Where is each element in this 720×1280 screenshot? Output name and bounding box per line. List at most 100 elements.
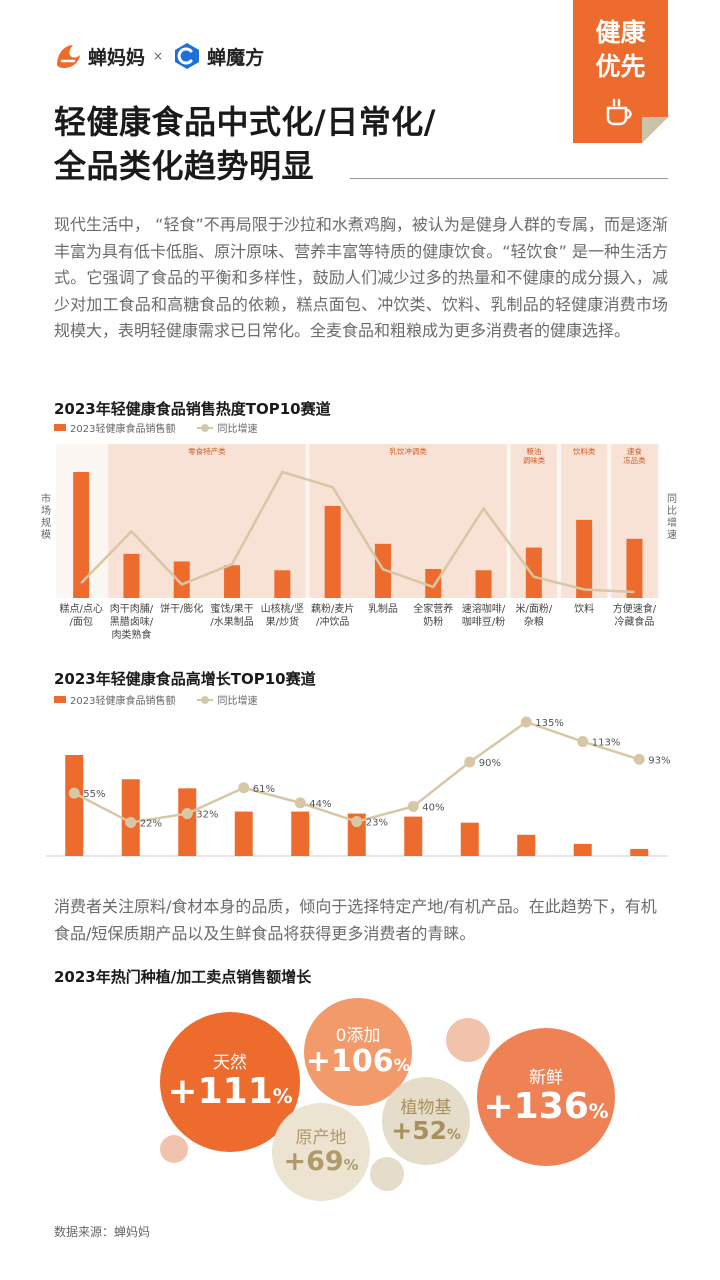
category-label: 藕粉/麦片 (311, 602, 354, 615)
data-label: 113% (592, 738, 621, 749)
category-label: 黑腊卤味/ (110, 615, 154, 628)
chanmama-logo-icon (52, 40, 84, 72)
data-point (577, 736, 589, 748)
data-point (125, 816, 137, 828)
bubble-label: 植物基 (400, 1097, 452, 1118)
title-line-2: 全品类化趋势明显 (54, 147, 315, 185)
category-label: 蜜饯/果干 (210, 602, 253, 615)
growth-line (73, 720, 640, 824)
category-label: 肉类熟食 (111, 628, 151, 641)
logo-separator: × (153, 49, 164, 63)
growth-line (80, 470, 635, 594)
bar (224, 565, 241, 598)
bar (525, 547, 542, 598)
bubble-label: 天然 (213, 1053, 247, 1074)
category-band (108, 444, 306, 598)
category-label: 全家营养 (413, 602, 453, 615)
category-label: 肉干肉脯/ (110, 602, 154, 615)
bar (475, 570, 492, 598)
chart2-legend-bar-label: 2023轻健康食品销售额 (70, 696, 176, 707)
data-point (181, 808, 193, 820)
brand-logos: 蝉妈妈 × 蝉魔方 (52, 38, 264, 74)
logo2-text: 蝉魔方 (207, 46, 265, 69)
bubble-xinxian: 新鲜 +136% (477, 1028, 615, 1166)
data-label: 23% (366, 818, 388, 829)
band-label: 粮油 (526, 446, 541, 456)
chart1-title: 2023年轻健康食品销售热度TOP10赛道 (54, 400, 331, 418)
bar (404, 816, 423, 856)
chart1-left-axis-label: 市场规模 (41, 494, 51, 541)
data-label: 22% (140, 818, 162, 829)
data-label: 55% (83, 789, 105, 800)
chanmofang-logo-icon (171, 40, 203, 72)
category-label: /冲饮品 (316, 615, 349, 628)
category-band (309, 444, 507, 598)
intro-paragraph: 现代生活中， “轻食”不再局限于沙拉和水煮鸡胸，被认为是健身人群的专属，而是逐渐… (54, 215, 668, 340)
bar (626, 538, 643, 598)
bar (576, 519, 593, 598)
legend-bar-swatch (54, 424, 66, 431)
data-point (464, 756, 476, 768)
data-label: 90% (479, 758, 501, 769)
bar (324, 506, 341, 598)
data-label: 44% (309, 799, 331, 810)
trend-paragraph: 消费者关注原料/食材本身的品质，倾向于选择特定产地/有机产品。在此趋势下，有机食… (54, 897, 657, 943)
category-label: 饼干/膨化 (160, 602, 203, 615)
data-label: 32% (196, 810, 218, 821)
data-label: 40% (422, 802, 444, 813)
bar (517, 834, 536, 856)
chart3-title: 2023年热门种植/加工卖点销售额增长 (54, 968, 312, 986)
bubble-value: +69% (283, 1145, 359, 1177)
data-source: 数据来源：蝉妈妈 (54, 1225, 151, 1239)
category-label: /水果制品 (210, 615, 253, 628)
chart2-title: 2023年轻健康食品高增长TOP10赛道 (54, 670, 316, 688)
bubble-value: +111% (167, 1071, 293, 1113)
data-point (633, 753, 645, 765)
page-title: 轻健康食品中式化/日常化/ 全品类化趋势明显 (54, 100, 574, 188)
badge-line-2: 优先 (595, 52, 646, 81)
data-label: 93% (648, 755, 670, 766)
chart1-legend-bar-label: 2023轻健康食品销售额 (70, 424, 176, 435)
small-bubble-2 (446, 1018, 490, 1062)
chart2-legend-line-label: 同比增速 (217, 696, 258, 707)
bubble-yuanchandi: 原产地 +69% (272, 1103, 370, 1201)
data-point (68, 787, 80, 799)
category-label: 方便速食/ (613, 602, 657, 615)
badge-line-1: 健康 (595, 18, 646, 47)
band-label: 乳饮冲调类 (389, 446, 427, 456)
badge-fold-corner (642, 117, 668, 143)
chart2-svg: 55% 22% 32% 61% 44% 23% 40% 90% 135% 113% 93% (46, 716, 670, 857)
legend-bar-swatch (54, 696, 66, 703)
bar (630, 848, 649, 856)
chart1-legend-line-label: 同比增速 (217, 424, 258, 435)
bar (173, 561, 190, 598)
health-badge: 健康 优先 (573, 0, 668, 143)
bar (73, 472, 90, 598)
bar (178, 788, 197, 856)
bubble-0tianjia: 0添加 +106% (304, 998, 412, 1106)
bar (374, 543, 391, 598)
bubble-label: 新鲜 (529, 1068, 563, 1089)
bar (234, 811, 253, 856)
coffee-cup-icon (605, 98, 635, 130)
bubble-label: 原产地 (295, 1127, 347, 1148)
category-label: 乳制品 (368, 602, 398, 615)
band-label: 饮料类 (573, 446, 596, 456)
bubble-value: +52% (391, 1115, 461, 1145)
band-label: 速食 (627, 446, 642, 456)
chart1-legend: 2023轻健康食品销售额 同比增速 (54, 420, 257, 435)
chart1-right-axis-label: 同比增速 (667, 494, 677, 541)
title-line-1: 轻健康食品中式化/日常化/ (54, 103, 436, 141)
bar (425, 569, 442, 598)
category-label: 冷藏食品 (614, 615, 654, 628)
chart2-legend: 2023轻健康食品销售额 同比增速 (54, 692, 257, 707)
data-point (294, 797, 306, 809)
title-divider (350, 178, 668, 179)
band-label: 冻品类 (623, 455, 646, 465)
category-label: 山核桃/坚 (261, 602, 304, 615)
bar (65, 755, 84, 856)
bar (274, 570, 291, 598)
bubble-value: +106% (305, 1044, 411, 1080)
data-label: 135% (535, 718, 564, 729)
